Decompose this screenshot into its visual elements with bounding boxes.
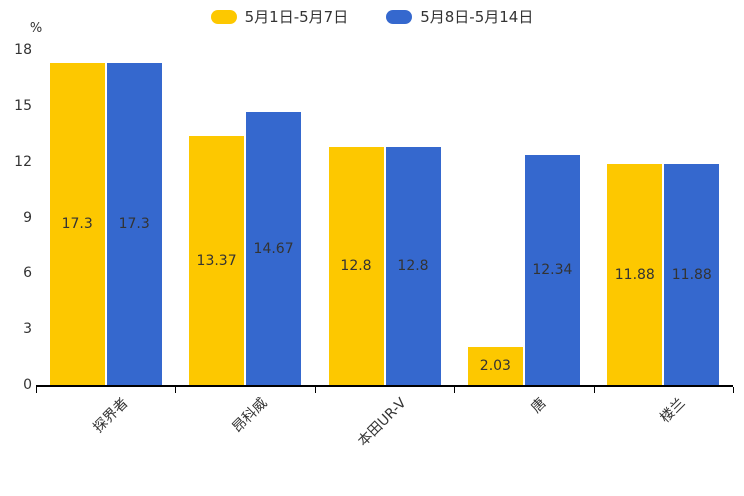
y-tick-label: 15: [14, 97, 32, 114]
x-axis-tick: [175, 387, 177, 393]
y-tick-label: 18: [14, 42, 32, 58]
x-axis-tick: [36, 387, 37, 393]
y-tick-label: 12: [14, 153, 32, 170]
x-category-label: 探界者: [90, 395, 132, 437]
y-tick-label: 9: [23, 209, 32, 226]
legend-item-series-2[interactable]: 5月8日-5月14日: [386, 6, 533, 27]
x-axis-tick: [593, 387, 595, 393]
x-category-label: 唐: [528, 395, 550, 417]
x-category-label: 昂科威: [229, 395, 271, 437]
bar-value-label: 12.8: [397, 258, 429, 274]
bar-value-label: 13.37: [196, 252, 237, 269]
y-axis-unit: %: [29, 21, 43, 36]
legend-item-series-1[interactable]: 5月1日-5月7日: [210, 6, 349, 27]
bar-value-label: 12.8: [340, 258, 372, 274]
bar-本田UR-V-series-2[interactable]: [385, 147, 441, 385]
bar-昂科威-series-2[interactable]: [246, 112, 302, 385]
x-axis-tick: [733, 387, 734, 393]
legend: 5月1日-5月7日 5月8日-5月14日: [0, 6, 744, 27]
y-tick-label: 0: [23, 377, 32, 393]
x-axis-tick: [454, 387, 456, 393]
bar-楼兰-series-1[interactable]: [607, 164, 663, 385]
y-tick-label: 3: [23, 321, 32, 338]
bar-唐-series-2[interactable]: [524, 155, 580, 385]
bar-value-label: 17.3: [118, 216, 150, 232]
bar-value-label: 11.88: [614, 266, 655, 283]
x-category-label: 楼兰: [657, 395, 689, 427]
legend-swatch-icon: [210, 9, 237, 24]
bar-楼兰-series-2[interactable]: [664, 164, 720, 385]
bar-唐-series-1[interactable]: [467, 347, 523, 385]
bar-value-label: 11.88: [671, 266, 712, 283]
x-axis-tick: [314, 387, 316, 393]
bar-昂科威-series-1[interactable]: [189, 136, 245, 385]
bar-value-label: 14.67: [253, 240, 294, 257]
x-axis-line: [36, 385, 733, 387]
bar-value-label: 12.34: [532, 262, 573, 278]
x-category-label: 本田UR-V: [355, 395, 410, 450]
legend-label: 5月8日-5月14日: [420, 8, 534, 26]
y-tick-label: 6: [23, 265, 32, 282]
bar-value-label: 2.03: [479, 358, 511, 374]
legend-label: 5月1日-5月7日: [244, 8, 349, 26]
bar-value-label: 17.3: [61, 216, 93, 232]
bar-本田UR-V-series-1[interactable]: [328, 147, 384, 385]
bar-探界者-series-2[interactable]: [106, 63, 162, 385]
legend-swatch-icon: [386, 9, 413, 24]
bar-探界者-series-1[interactable]: [49, 63, 105, 385]
